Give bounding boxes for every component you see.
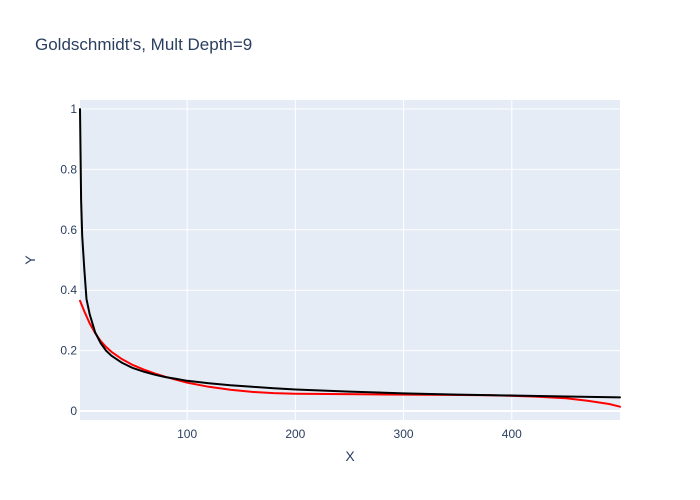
y-tick-label: 0 xyxy=(70,404,77,418)
x-tick-label: 200 xyxy=(285,427,305,441)
y-tick-label: 1 xyxy=(70,102,77,116)
grid-lines xyxy=(80,100,620,420)
x-axis-label: X xyxy=(345,448,355,464)
x-tick-label: 300 xyxy=(394,427,414,441)
chart-title: Goldschmidt's, Mult Depth=9 xyxy=(35,35,252,54)
y-tick-label: 0.8 xyxy=(60,162,77,176)
series-line-2 xyxy=(79,108,621,399)
x-tick-label: 400 xyxy=(502,427,522,441)
tick-labels: 100 200 300 400 0 0.2 0.4 0.6 0.8 1 xyxy=(60,102,522,441)
y-tick-label: 0.4 xyxy=(60,283,77,297)
y-axis-label: Y xyxy=(22,255,38,265)
y-tick-label: 0.6 xyxy=(60,223,77,237)
series-layer xyxy=(79,108,621,408)
y-tick-label: 0.2 xyxy=(60,344,77,358)
plot-area xyxy=(80,100,620,420)
x-tick-label: 100 xyxy=(177,427,197,441)
